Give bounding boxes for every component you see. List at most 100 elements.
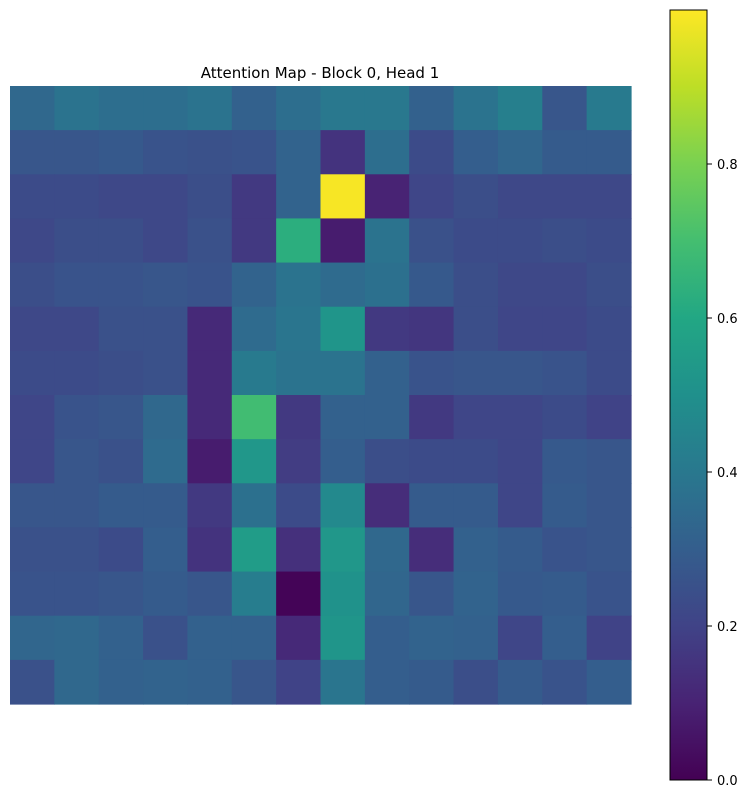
heatmap-cell-r12-c7 bbox=[320, 615, 366, 661]
heatmap-cell-r0-c8 bbox=[364, 86, 410, 131]
heatmap-cell-r12-c10 bbox=[453, 615, 499, 661]
heatmap-cell-r4-c10 bbox=[453, 262, 499, 308]
chart-title: Attention Map - Block 0, Head 1 bbox=[201, 64, 440, 82]
heatmap-cell-r6-c5 bbox=[231, 350, 277, 396]
heatmap-cell-r0-c12 bbox=[542, 86, 588, 131]
heatmap-cell-r9-c1 bbox=[54, 483, 100, 529]
heatmap-cell-r13-c10 bbox=[453, 659, 499, 705]
heatmap-cell-r6-c3 bbox=[143, 350, 189, 396]
heatmap-cell-r3-c10 bbox=[453, 218, 499, 264]
heatmap-cell-r11-c0 bbox=[10, 571, 55, 617]
heatmap-cell-r0-c2 bbox=[98, 86, 144, 131]
heatmap-cell-r8-c8 bbox=[364, 439, 410, 484]
heatmap-cell-r4-c1 bbox=[54, 262, 100, 308]
heatmap-cell-r1-c10 bbox=[453, 130, 499, 175]
heatmap-cell-r4-c4 bbox=[187, 262, 233, 308]
heatmap-cell-r12-c13 bbox=[586, 615, 632, 661]
heatmap-cell-r2-c7 bbox=[320, 174, 366, 220]
heatmap-cell-r13-c12 bbox=[542, 659, 588, 705]
heatmap-cell-r3-c5 bbox=[231, 218, 277, 264]
heatmap-cell-r11-c5 bbox=[231, 571, 277, 617]
heatmap-cell-r8-c6 bbox=[276, 439, 322, 484]
heatmap-cell-r1-c1 bbox=[54, 130, 100, 175]
heatmap-cell-r5-c9 bbox=[409, 306, 455, 352]
heatmap-cell-r13-c9 bbox=[409, 659, 455, 705]
heatmap-cell-r9-c12 bbox=[542, 483, 588, 529]
heatmap-cell-r11-c13 bbox=[586, 571, 632, 617]
heatmap-cell-r1-c12 bbox=[542, 130, 588, 175]
heatmap-cell-r10-c10 bbox=[453, 527, 499, 573]
heatmap-cell-r5-c11 bbox=[497, 306, 543, 352]
heatmap-cell-r11-c7 bbox=[320, 571, 366, 617]
heatmap-cell-r1-c11 bbox=[497, 130, 543, 175]
heatmap-cell-r2-c8 bbox=[364, 174, 410, 220]
heatmap-cell-r9-c2 bbox=[98, 483, 144, 529]
heatmap-cell-r10-c2 bbox=[98, 527, 144, 573]
heatmap-cell-r7-c0 bbox=[10, 395, 55, 440]
heatmap-cell-r13-c6 bbox=[276, 659, 322, 705]
heatmap-cell-r10-c11 bbox=[497, 527, 543, 573]
heatmap-cell-r3-c12 bbox=[542, 218, 588, 264]
heatmap-cell-r1-c5 bbox=[231, 130, 277, 175]
heatmap-cell-r10-c13 bbox=[586, 527, 632, 573]
heatmap-cell-r8-c4 bbox=[187, 439, 233, 484]
heatmap-cell-r6-c4 bbox=[187, 350, 233, 396]
heatmap-cell-r3-c7 bbox=[320, 218, 366, 264]
heatmap-cell-r11-c3 bbox=[143, 571, 189, 617]
heatmap-cell-r12-c5 bbox=[231, 615, 277, 661]
heatmap-cell-r7-c5 bbox=[231, 395, 277, 440]
heatmap-cell-r13-c5 bbox=[231, 659, 277, 705]
heatmap-cell-r3-c2 bbox=[98, 218, 144, 264]
heatmap-cell-r10-c7 bbox=[320, 527, 366, 573]
heatmap-cell-r4-c12 bbox=[542, 262, 588, 308]
heatmap-cell-r4-c13 bbox=[586, 262, 632, 308]
heatmap-cell-r0-c7 bbox=[320, 86, 366, 131]
heatmap-cell-r12-c1 bbox=[54, 615, 100, 661]
heatmap-cell-r7-c4 bbox=[187, 395, 233, 440]
colorbar-tick-label: 0.0 bbox=[717, 774, 738, 789]
heatmap-cell-r2-c1 bbox=[54, 174, 100, 220]
heatmap-cell-r6-c9 bbox=[409, 350, 455, 396]
heatmap-cell-r5-c4 bbox=[187, 306, 233, 352]
heatmap-cell-r11-c9 bbox=[409, 571, 455, 617]
heatmap-cell-r4-c6 bbox=[276, 262, 322, 308]
heatmap-cell-r1-c6 bbox=[276, 130, 322, 175]
heatmap-cell-r6-c8 bbox=[364, 350, 410, 396]
heatmap-cell-r8-c13 bbox=[586, 439, 632, 484]
heatmap-cell-r2-c6 bbox=[276, 174, 322, 220]
colorbar-tick-label: 0.6 bbox=[717, 312, 738, 327]
heatmap-cell-r3-c8 bbox=[364, 218, 410, 264]
heatmap-cell-r3-c13 bbox=[586, 218, 632, 264]
heatmap-cell-r9-c5 bbox=[231, 483, 277, 529]
heatmap-cell-r10-c3 bbox=[143, 527, 189, 573]
heatmap-cell-r11-c6 bbox=[276, 571, 322, 617]
heatmap-cell-r5-c2 bbox=[98, 306, 144, 352]
heatmap-cell-r3-c1 bbox=[54, 218, 100, 264]
heatmap-cell-r1-c4 bbox=[187, 130, 233, 175]
heatmap-cell-r0-c3 bbox=[143, 86, 189, 131]
heatmap-cell-r7-c12 bbox=[542, 395, 588, 440]
heatmap-cell-r11-c1 bbox=[54, 571, 100, 617]
heatmap-cell-r8-c7 bbox=[320, 439, 366, 484]
heatmap-cell-r10-c12 bbox=[542, 527, 588, 573]
heatmap-cell-r4-c9 bbox=[409, 262, 455, 308]
heatmap-cell-r5-c12 bbox=[542, 306, 588, 352]
heatmap-cell-r4-c5 bbox=[231, 262, 277, 308]
heatmap-cell-r2-c9 bbox=[409, 174, 455, 220]
heatmap-cell-r11-c8 bbox=[364, 571, 410, 617]
heatmap-cell-r6-c13 bbox=[586, 350, 632, 396]
heatmap-cell-r8-c2 bbox=[98, 439, 144, 484]
heatmap-cell-r11-c11 bbox=[497, 571, 543, 617]
heatmap-cell-r2-c12 bbox=[542, 174, 588, 220]
heatmap-cell-r0-c9 bbox=[409, 86, 455, 131]
heatmap-cell-r10-c5 bbox=[231, 527, 277, 573]
heatmap-cell-r12-c2 bbox=[98, 615, 144, 661]
heatmap-cell-r3-c4 bbox=[187, 218, 233, 264]
heatmap-cell-r7-c13 bbox=[586, 395, 632, 440]
heatmap-cell-r3-c11 bbox=[497, 218, 543, 264]
heatmap-cell-r2-c4 bbox=[187, 174, 233, 220]
heatmap-cell-r1-c9 bbox=[409, 130, 455, 175]
heatmap-cell-r9-c10 bbox=[453, 483, 499, 529]
heatmap-cell-r6-c2 bbox=[98, 350, 144, 396]
heatmap-cell-r2-c10 bbox=[453, 174, 499, 220]
